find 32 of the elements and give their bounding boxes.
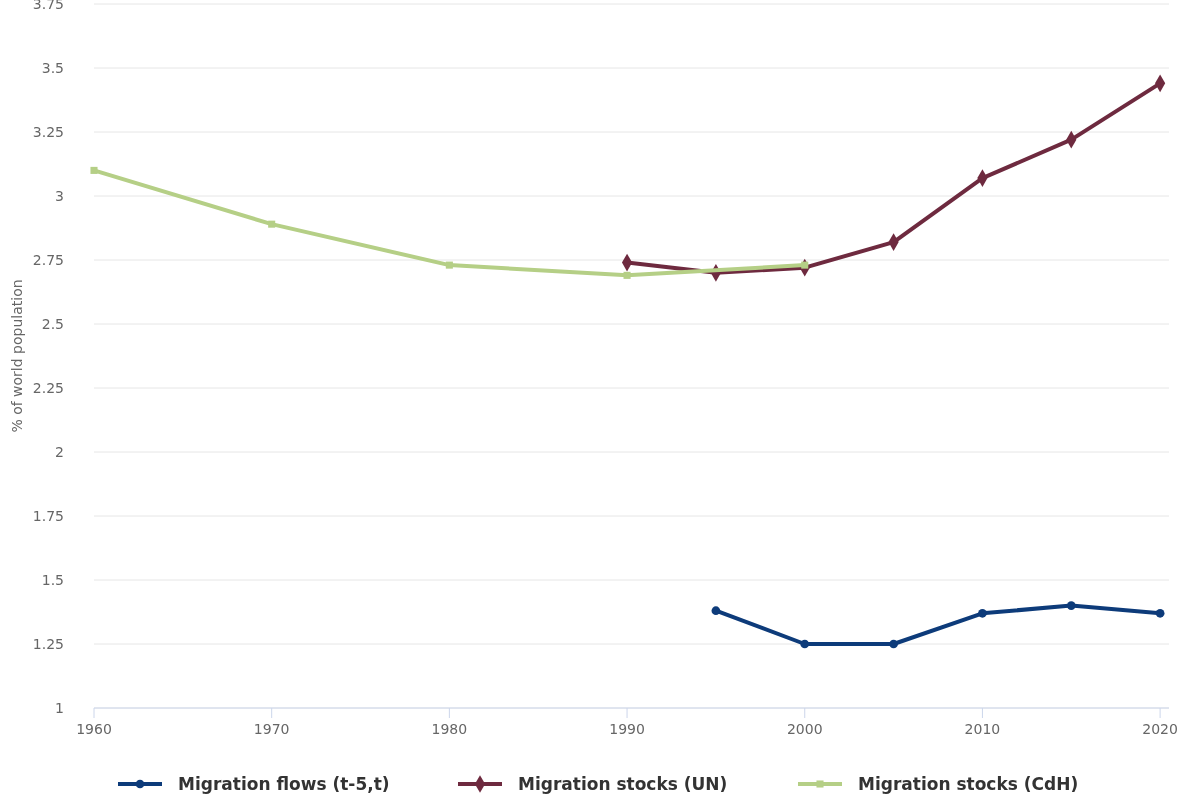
y-tick-label: 1.75 [32, 508, 64, 524]
legend-label: Migration stocks (UN) [518, 774, 728, 794]
x-tick-label: 2000 [786, 721, 823, 737]
x-tick-label: 2010 [964, 721, 1001, 737]
point [800, 639, 810, 649]
x-tick-label: 1960 [76, 721, 112, 737]
point [1066, 601, 1076, 610]
y-tick-label: 1 [55, 700, 64, 716]
x-tick-label: 1990 [609, 721, 645, 737]
point [1155, 608, 1165, 618]
point [623, 271, 631, 279]
y-tick-label: 2.75 [32, 252, 64, 268]
point [90, 166, 98, 174]
y-tick-label: 3 [55, 188, 64, 204]
point [711, 606, 721, 616]
point [978, 608, 987, 618]
y-tick-label: 2.25 [32, 380, 64, 396]
y-tick-label: 3.5 [41, 60, 64, 76]
legend-label: Migration flows (t-5,t) [178, 774, 390, 794]
x-tick-label: 1970 [253, 721, 290, 737]
x-tick-label: 1980 [431, 721, 468, 737]
point [889, 639, 898, 649]
x-tick-label: 2020 [1142, 721, 1178, 737]
y-tick-label: 1.25 [32, 636, 64, 652]
legend-label: Migration stocks (CdH) [858, 774, 1079, 794]
y-tick-label: 1.5 [41, 572, 64, 588]
y-tick-label: 2.5 [41, 316, 64, 332]
y-tick-label: 2 [55, 444, 64, 460]
y-tick-label: 3.25 [32, 124, 64, 140]
point [445, 261, 453, 269]
y-axis-title: % of world population [9, 279, 25, 433]
point [268, 220, 276, 228]
